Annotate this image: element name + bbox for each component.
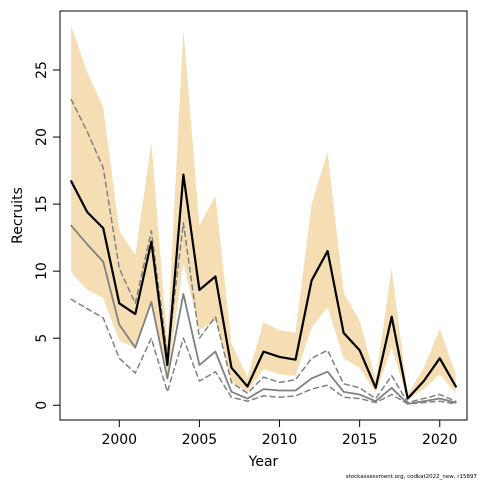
y-tick-label: 20 bbox=[34, 128, 50, 146]
secondary-lower-bound-line bbox=[70, 298, 457, 405]
x-axis: 2000 2005 2010 2015 2020 bbox=[101, 420, 458, 448]
y-tick-label: 5 bbox=[34, 334, 50, 343]
y-tick-label: 25 bbox=[34, 61, 50, 79]
primary-series-line bbox=[70, 173, 457, 400]
x-tick-label: 2000 bbox=[101, 432, 137, 448]
x-tick-label: 2015 bbox=[342, 432, 378, 448]
secondary-series-line bbox=[70, 224, 457, 405]
x-axis-title: Year bbox=[248, 454, 279, 470]
footnote: stockassessment.org, codkat2022_new, r15… bbox=[346, 474, 478, 480]
y-axis: 0 5 10 15 20 25 bbox=[34, 61, 60, 410]
x-tick-label: 2005 bbox=[182, 432, 218, 448]
y-tick-label: 0 bbox=[34, 401, 50, 410]
x-tick-label: 2020 bbox=[422, 432, 458, 448]
y-axis-title: Recruits bbox=[10, 187, 26, 244]
plot-frame bbox=[59, 10, 468, 421]
secondary-upper-bound-line bbox=[70, 98, 457, 404]
confidence-band bbox=[71, 25, 456, 400]
y-tick-label: 15 bbox=[34, 195, 50, 213]
x-tick-label: 2010 bbox=[262, 432, 298, 448]
y-tick-label: 10 bbox=[34, 262, 50, 280]
series-line-layer bbox=[70, 98, 457, 405]
confidence-band-layer bbox=[71, 25, 456, 400]
